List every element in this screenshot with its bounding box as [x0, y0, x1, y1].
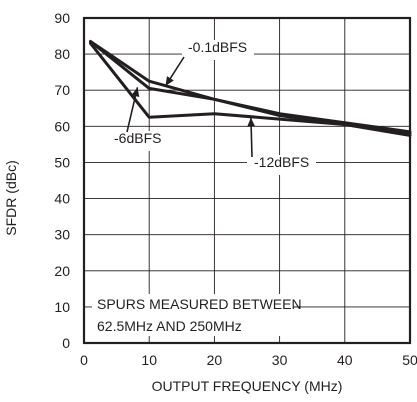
x-tick-label: 40: [337, 352, 353, 368]
annotation-backing: [182, 40, 254, 60]
note-line-2: 62.5MHz AND 250MHz: [97, 318, 242, 334]
y-tick-label: 30: [54, 227, 70, 243]
x-tick-label: 50: [402, 352, 417, 368]
y-tick-label: 60: [54, 118, 70, 134]
annotations: -0.1dBFS -6dBFS -12dBFS: [92, 39, 316, 336]
y-tick-label: 50: [54, 154, 70, 170]
series-annotation-label: -6dBFS: [114, 130, 161, 146]
x-tick-label: 30: [272, 352, 288, 368]
annotation-backing: [109, 131, 168, 151]
y-tick-label: 70: [54, 82, 70, 98]
x-tick-label: 0: [80, 352, 88, 368]
plot-border: [82, 16, 412, 345]
x-axis-title: OUTPUT FREQUENCY (MHz): [152, 378, 343, 394]
y-tick-label: 90: [54, 10, 70, 26]
series-line: [89, 41, 412, 137]
x-tick-label: 10: [141, 352, 157, 368]
plot-frame: [82, 16, 412, 345]
x-tick-label: 20: [207, 352, 223, 368]
note-backing: [92, 294, 293, 336]
y-axis-title: SFDR (dBc): [3, 160, 19, 235]
y-tick-label: 10: [54, 299, 70, 315]
series-annotation-label: -0.1dBFS: [188, 39, 247, 55]
series-lines: [89, 40, 412, 137]
annotation-backing: [247, 155, 316, 175]
note-line-1: SPURS MEASURED BETWEEN: [97, 296, 302, 312]
annotation-arrowhead: [131, 87, 140, 98]
y-tick-label: 40: [54, 191, 70, 207]
annotation-arrowhead: [165, 76, 174, 86]
y-tick-label: 80: [54, 46, 70, 62]
annotation-arrowhead: [247, 117, 256, 127]
y-tick-label: 20: [54, 263, 70, 279]
series-annotation-label: -12dBFS: [254, 154, 309, 170]
tick-labels: 0 10 20 30 40 50 60 70 80 90 0 10 20 30 40 50: [54, 10, 417, 368]
y-tick-label: 0: [62, 335, 70, 351]
